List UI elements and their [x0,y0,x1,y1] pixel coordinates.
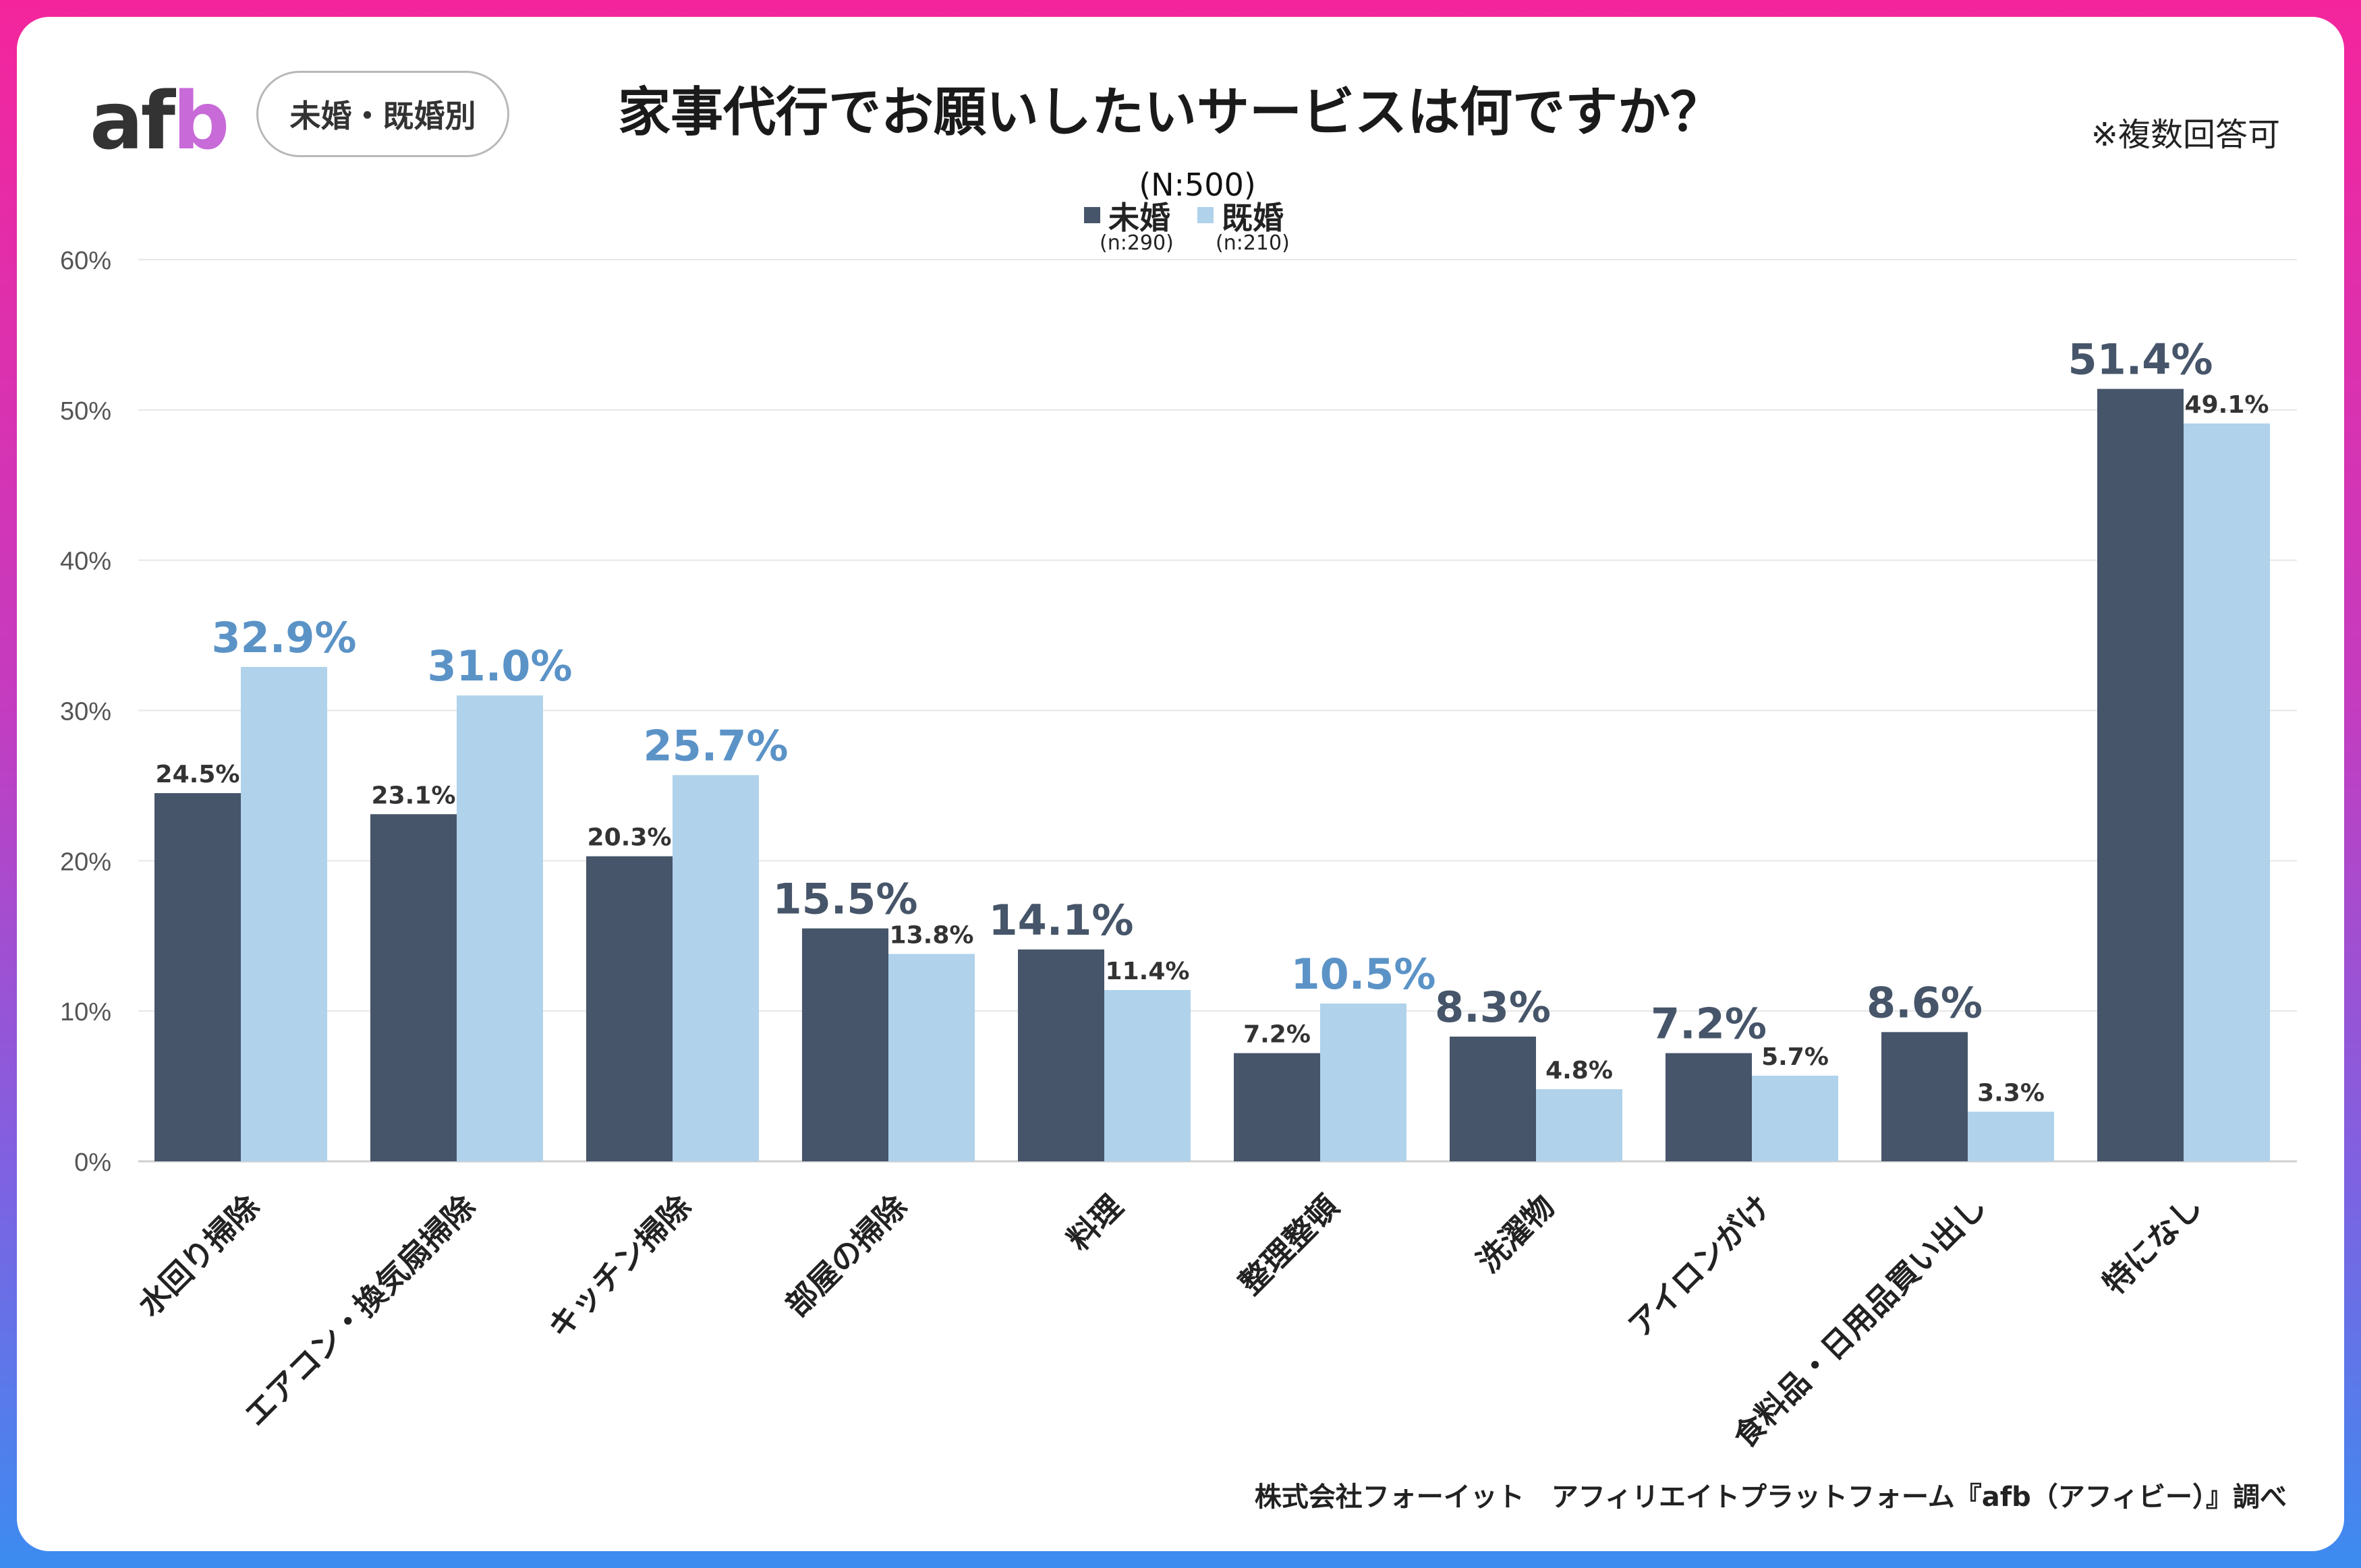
y-tick-label: 20% [60,848,111,876]
data-label-unmarried: 51.4% [2068,335,2213,384]
bar-unmarried [1234,1053,1320,1161]
data-label-married: 11.4% [1106,958,1190,985]
bar-married [1968,1111,2054,1161]
y-tick-label: 40% [60,548,111,576]
category-label: アイロンがけ [1621,1188,1777,1345]
y-tick-label: 50% [60,397,111,426]
bar-unmarried [1666,1053,1752,1161]
legend-label-married: 既婚 [1222,200,1284,236]
bar-married [1752,1075,1838,1161]
y-tick-label: 10% [60,998,111,1026]
multiple-answer-note: ※複数回答可 [2090,116,2280,154]
data-label-unmarried: 23.1% [372,782,456,809]
afb-logo: afb [90,74,229,167]
bar-unmarried [1881,1032,1968,1161]
data-label-married: 25.7% [643,721,788,770]
source-credit: 株式会社フォーイット アフィリエイトプラットフォーム『afb（アフィビー）』調べ [1254,1482,2287,1513]
data-label-married: 13.8% [890,921,974,949]
legend-swatch-unmarried [1084,207,1100,223]
data-label-married: 5.7% [1761,1043,1829,1071]
bar-unmarried [802,928,888,1161]
category-label: エアコン・換気扇掃除 [237,1188,482,1433]
category-label: 水回り掃除 [131,1188,267,1324]
data-label-unmarried: 7.2% [1651,999,1767,1049]
bar-unmarried [154,793,241,1161]
data-label-married: 31.0% [427,641,572,691]
bar-married [673,775,759,1161]
bar-married [1320,1004,1406,1161]
bar-married [2184,423,2270,1161]
bar-married [241,666,327,1161]
bar-unmarried [1450,1037,1536,1161]
legend-label-unmarried: 未婚 [1108,200,1170,236]
data-label-married: 32.9% [211,613,356,662]
legend-n-married: (n:210) [1216,231,1290,255]
y-tick-label: 60% [60,247,111,275]
legend-n-unmarried: (n:290) [1100,231,1174,255]
sample-size: (N:500) [1139,167,1256,203]
bar-unmarried [2097,388,2184,1161]
data-label-married: 3.3% [1977,1079,2045,1107]
y-tick-label: 0% [74,1149,111,1177]
bar-married [1536,1089,1622,1161]
bar-unmarried [1018,949,1104,1161]
legend-swatch-married [1197,207,1214,223]
category-label: 部屋の掃除 [778,1188,915,1324]
data-label-married: 4.8% [1545,1057,1613,1084]
data-label-married: 10.5% [1290,950,1435,999]
category-label: 料理 [1060,1188,1130,1258]
y-tick-label: 30% [60,698,111,726]
segment-badge: 未婚・既婚別 [256,71,509,157]
data-label-unmarried: 14.1% [988,896,1133,945]
bar-married [888,954,975,1161]
category-label: 食料品・日用品買い出し [1726,1188,1993,1455]
category-label: 特になし [2095,1188,2209,1302]
data-label-unmarried: 7.2% [1243,1021,1311,1049]
data-label-unmarried: 20.3% [588,824,672,852]
category-label: 整理整頓 [1232,1188,1345,1302]
chart-title: 家事代行でお願いしたいサービスは何ですか？ [617,82,1723,143]
chart-card: afb 未婚・既婚別 家事代行でお願いしたいサービスは何ですか？ ※複数回答可 … [17,17,2344,1551]
bar-unmarried [586,856,673,1161]
data-label-married: 49.1% [2185,391,2269,419]
bar-unmarried [370,814,457,1161]
data-label-unmarried: 15.5% [772,875,917,924]
category-label: 洗濯物 [1470,1188,1562,1280]
category-label: キッチン掃除 [540,1188,698,1345]
bar-married [457,695,543,1161]
bar-married [1104,989,1191,1161]
data-label-unmarried: 8.3% [1435,983,1551,1032]
data-label-unmarried: 8.6% [1867,978,1983,1027]
data-label-unmarried: 24.5% [156,761,240,788]
